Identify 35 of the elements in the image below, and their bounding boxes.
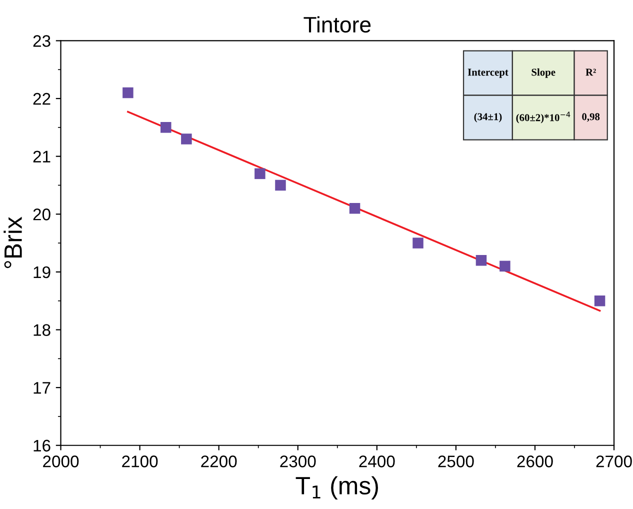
x-tick-label: 2600 [517,456,553,468]
annotation: (60±2)*10$^{−4}$ [516,112,570,124]
x-tick-label: 2300 [280,456,316,468]
point [412,238,424,248]
y-tick-label: 21 [33,150,50,162]
point [594,295,606,306]
x-tick-label: 2100 [122,456,158,468]
x-tick-label: 2000 [43,456,79,468]
point [500,260,510,272]
annotation: Intercept [468,68,508,78]
annotation: R² [586,68,596,76]
x-tick-label: 2700 [596,456,632,468]
point [349,202,360,214]
y-tick-label: 19 [34,266,50,278]
point [254,168,266,180]
x-tick-label: 2400 [359,456,395,468]
y-tick-label: 20 [33,208,50,220]
annotation: Slope [532,68,556,78]
point [181,134,192,144]
point [275,180,286,191]
x-tick-label: 2500 [438,456,474,468]
x-tick-label: 2200 [201,456,237,468]
y-axis-title: °Brix [4,216,22,268]
point [476,255,487,266]
y-tick-label: 16 [34,440,50,452]
y-tick-label: 23 [33,35,50,47]
annotation: 0,98 [582,113,600,122]
y-tick-label: 18 [34,324,50,336]
y-tick-label: 22 [33,92,50,105]
point [122,87,134,98]
annotation: (34±1) [474,112,502,122]
point [160,122,172,133]
chart-title: Tintore [304,16,371,33]
x-axis-title: T$_{1}$ (ms) [296,476,378,500]
y-tick-label: 17 [34,382,50,394]
